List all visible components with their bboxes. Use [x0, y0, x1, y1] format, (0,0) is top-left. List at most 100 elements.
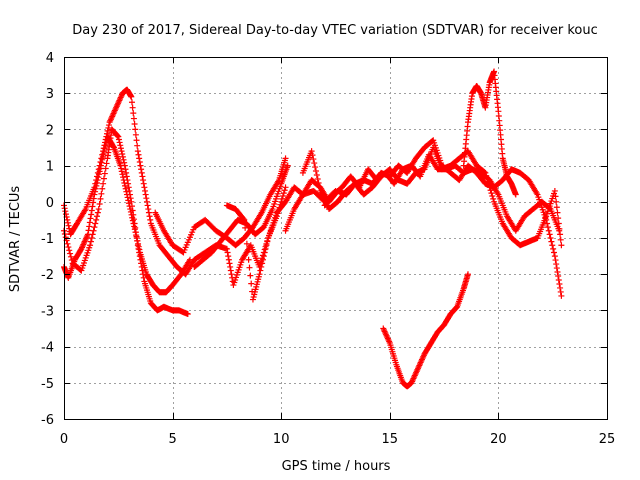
- data-point: [261, 249, 268, 256]
- data-point: [241, 216, 248, 223]
- data-point: [488, 190, 495, 197]
- data-point: [128, 211, 135, 218]
- series-track-f: [191, 162, 291, 270]
- data-point: [548, 238, 555, 245]
- data-point: [546, 231, 553, 238]
- data-point: [279, 195, 286, 202]
- data-point: [94, 209, 101, 216]
- x-tick-label: 25: [599, 432, 616, 447]
- data-point: [316, 183, 323, 190]
- data-point: [558, 242, 565, 249]
- data-point: [65, 244, 72, 251]
- data-point: [88, 235, 95, 241]
- data-point: [260, 253, 267, 260]
- y-tick-label: -4: [41, 341, 54, 356]
- x-tick-label: 5: [168, 432, 176, 447]
- data-point: [136, 155, 143, 162]
- data-point: [143, 195, 150, 202]
- data-point: [125, 197, 132, 204]
- data-point: [308, 148, 315, 155]
- data-point: [244, 248, 251, 255]
- data-point: [91, 191, 98, 198]
- y-tick-label: 1: [46, 160, 54, 175]
- data-point: [145, 209, 152, 216]
- data-point: [545, 227, 552, 234]
- data-point: [94, 213, 101, 220]
- data-point: [135, 240, 142, 247]
- data-point: [139, 173, 146, 180]
- data-point: [122, 182, 129, 189]
- data-point: [135, 151, 142, 158]
- data-point: [227, 267, 234, 274]
- data-point: [278, 198, 285, 205]
- data-point: [552, 193, 559, 200]
- data-point: [276, 204, 283, 211]
- data-point: [97, 162, 104, 169]
- data-point: [99, 153, 106, 160]
- data-point: [240, 215, 247, 222]
- data-point: [257, 267, 264, 274]
- data-point: [99, 185, 106, 192]
- data-point: [133, 137, 140, 144]
- y-tick-label: 2: [46, 123, 54, 138]
- y-axis-label: SDTVAR / TECUs: [8, 186, 23, 293]
- data-point: [123, 191, 130, 198]
- data-point: [129, 214, 136, 221]
- data-point: [102, 165, 109, 172]
- data-point: [86, 223, 93, 230]
- data-point: [62, 234, 69, 241]
- data-point: [99, 156, 106, 163]
- data-point: [280, 190, 287, 197]
- data-point: [227, 263, 234, 270]
- x-tick-label: 20: [490, 432, 507, 447]
- data-point: [130, 110, 137, 117]
- data-point: [88, 211, 95, 218]
- data-point: [553, 198, 560, 205]
- y-tick-label: 4: [46, 51, 54, 66]
- data-point: [132, 229, 139, 236]
- data-point: [138, 166, 145, 173]
- data-point: [314, 175, 321, 182]
- data-point: [98, 190, 105, 197]
- data-point: [123, 188, 130, 195]
- data-point: [96, 168, 103, 175]
- data-point: [279, 193, 286, 200]
- data-point: [556, 227, 563, 234]
- data-points: [61, 68, 565, 390]
- data-point: [122, 166, 129, 173]
- data-point: [277, 201, 284, 208]
- data-point: [121, 179, 128, 186]
- data-point: [490, 195, 497, 202]
- data-point: [243, 232, 250, 239]
- data-point: [125, 180, 132, 187]
- data-point: [90, 199, 97, 206]
- data-point: [101, 148, 108, 155]
- data-point: [93, 216, 100, 223]
- data-point: [284, 162, 291, 169]
- data-point: [309, 152, 316, 159]
- data-point: [115, 133, 122, 140]
- axis-ticks: 0 5 10 15 20 25 -6 -5 -4 -3 -2 -1 0 1 2 3 4: [41, 51, 615, 447]
- data-point: [96, 200, 103, 207]
- data-point: [557, 284, 564, 291]
- data-point: [130, 115, 137, 122]
- data-point: [223, 245, 230, 252]
- data-point: [544, 220, 551, 227]
- data-point: [551, 249, 558, 256]
- data-point: [87, 242, 94, 249]
- data-point: [134, 142, 141, 149]
- data-point: [136, 158, 143, 165]
- data-point: [100, 175, 107, 182]
- data-point: [248, 280, 255, 287]
- y-tick-label: -1: [41, 232, 54, 247]
- data-point: [146, 213, 153, 220]
- data-point: [557, 288, 564, 295]
- data-point: [131, 223, 138, 230]
- data-point: [142, 187, 149, 194]
- data-point: [65, 222, 72, 229]
- data-point: [129, 104, 136, 111]
- data-point: [557, 236, 564, 243]
- data-point: [62, 211, 69, 218]
- data-point: [105, 122, 112, 129]
- data-point: [245, 256, 252, 263]
